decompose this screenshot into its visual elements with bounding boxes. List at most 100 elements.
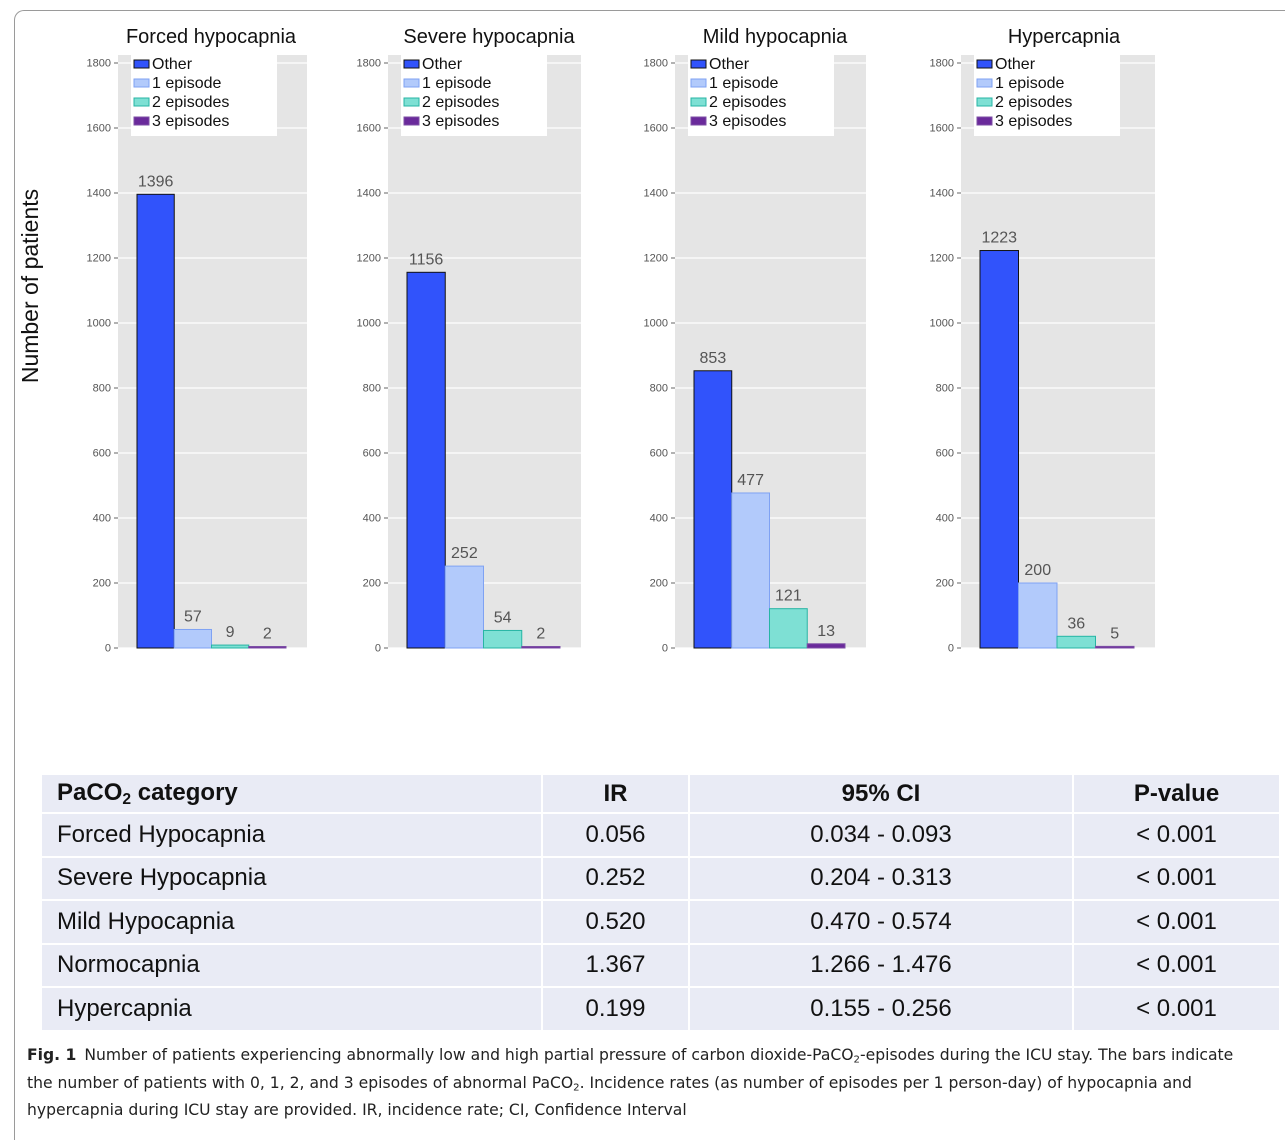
bar-2-episodes: [769, 608, 808, 649]
cell-ir: 0.056: [542, 813, 690, 858]
y-tick-label: 1200: [357, 253, 381, 265]
legend-key: [403, 59, 420, 69]
legend-key: [976, 116, 993, 126]
legend-label: 2 episodes: [422, 94, 499, 111]
legend-key: [403, 78, 420, 88]
chart-title: Severe hypocapnia: [403, 26, 575, 48]
bar-1-episode: [444, 565, 484, 649]
cell-category: Severe Hypocapnia: [42, 856, 543, 901]
figure-frame: [14, 10, 1285, 1140]
legend-key: [133, 116, 150, 126]
y-tick-label: 200: [936, 578, 954, 590]
caption-text: Number of patients experiencing abnormal…: [27, 1046, 1234, 1120]
legend-label: 1 episode: [422, 75, 491, 92]
bar-value-label: 2: [536, 626, 545, 643]
cell-category: Hypercapnia: [42, 987, 543, 1032]
legend-key: [976, 97, 993, 107]
bar-value-label: 477: [737, 472, 764, 489]
y-tick-label: 400: [650, 513, 668, 525]
y-tick-label: 1400: [357, 188, 381, 200]
figure-caption: Fig. 1 Number of patients experiencing ab…: [27, 1044, 1262, 1121]
legend-key: [690, 78, 707, 88]
y-tick-label: 400: [363, 513, 381, 525]
bar-value-label: 200: [1024, 562, 1051, 579]
bar-2-episodes: [483, 629, 523, 649]
legend-box: [131, 54, 277, 136]
legend-label: 3 episodes: [995, 113, 1072, 130]
legend-key: [133, 97, 150, 107]
table-header-row: PaCO2 category IR 95% CI P-value: [42, 775, 1281, 814]
legend-label: 3 episodes: [152, 113, 229, 130]
cell-ir: 0.199: [542, 987, 690, 1032]
table-row: Mild Hypocapnia 0.520 0.470 - 0.574 < 0.001: [42, 900, 1281, 945]
cell-category: Forced Hypocapnia: [42, 813, 543, 858]
y-tick-label: 0: [105, 643, 111, 655]
bar-value-label: 121: [775, 588, 802, 605]
bar-value-label: 57: [184, 608, 202, 625]
cell-pvalue: < 0.001: [1073, 987, 1281, 1032]
y-tick-label: 0: [662, 643, 668, 655]
y-tick-label: 600: [650, 448, 668, 460]
table-row: Normocapnia 1.367 1.266 - 1.476 < 0.001: [42, 943, 1281, 988]
y-tick-label: 1800: [644, 58, 668, 70]
legend-label: Other: [995, 56, 1036, 73]
y-tick-label: 1000: [930, 318, 954, 330]
bar-value-label: 36: [1067, 615, 1085, 632]
bar-value-label: 1396: [138, 173, 174, 190]
bar-value-label: 1156: [409, 251, 444, 268]
legend-box: [401, 54, 547, 136]
legend-key: [690, 97, 707, 107]
cell-category: Mild Hypocapnia: [42, 900, 543, 945]
cell-ci: 0.034 - 0.093: [689, 813, 1074, 858]
cell-category: Normocapnia: [42, 943, 543, 988]
bar-value-label: 13: [817, 623, 835, 640]
legend-key: [690, 59, 707, 69]
y-tick-label: 200: [363, 578, 381, 590]
y-tick-label: 600: [363, 448, 381, 460]
bar-charts: 020040060080010001200140016001800Forced …: [87, 26, 1155, 655]
cell-ci: 0.470 - 0.574: [689, 900, 1074, 945]
legend-key: [976, 59, 993, 69]
legend-label: 2 episodes: [709, 94, 786, 111]
caption-label: Fig. 1: [27, 1046, 77, 1064]
y-tick-label: 1800: [930, 58, 954, 70]
cell-ci: 0.204 - 0.313: [689, 856, 1074, 901]
legend-label: 2 episodes: [995, 94, 1072, 111]
y-tick-label: 1600: [930, 123, 954, 135]
cell-ir: 1.367: [542, 943, 690, 988]
bar-value-label: 252: [451, 545, 478, 562]
y-tick-label: 1400: [930, 188, 954, 200]
y-tick-label: 800: [93, 383, 111, 395]
bar-3-episodes: [248, 646, 287, 649]
cell-pvalue: < 0.001: [1073, 856, 1281, 901]
chart-title: Hypercapnia: [1008, 26, 1121, 48]
y-tick-label: 400: [93, 513, 111, 525]
legend-label: 3 episodes: [709, 113, 786, 130]
y-tick-label: 1000: [357, 318, 381, 330]
bar-value-label: 54: [494, 609, 512, 626]
bar-2-episodes: [1056, 635, 1096, 649]
y-tick-label: 1400: [87, 188, 111, 200]
incidence-rate-table: PaCO2 category IR 95% CI P-value Forced …: [42, 775, 1281, 1032]
bar-1-episode: [173, 628, 212, 649]
legend-key: [403, 97, 420, 107]
table-header-ci: 95% CI: [689, 775, 1074, 814]
legend-label: Other: [709, 56, 750, 73]
y-tick-label: 800: [936, 383, 954, 395]
y-tick-label: 1600: [644, 123, 668, 135]
legend-label: 2 episodes: [152, 94, 229, 111]
y-tick-label: 1000: [87, 318, 111, 330]
y-tick-label: 800: [650, 383, 668, 395]
bar-other: [406, 271, 446, 649]
y-tick-label: 200: [650, 578, 668, 590]
legend-key: [133, 78, 150, 88]
bar-value-label: 1223: [981, 230, 1017, 247]
bar-2-episodes: [211, 644, 250, 649]
table-header-category: PaCO2 category: [42, 775, 543, 814]
legend-label: Other: [152, 56, 193, 73]
bar-value-label: 2: [263, 626, 272, 643]
cell-pvalue: < 0.001: [1073, 813, 1281, 858]
legend-label: 1 episode: [152, 75, 221, 92]
legend-label: Other: [422, 56, 463, 73]
cell-ci: 0.155 - 0.256: [689, 987, 1074, 1032]
